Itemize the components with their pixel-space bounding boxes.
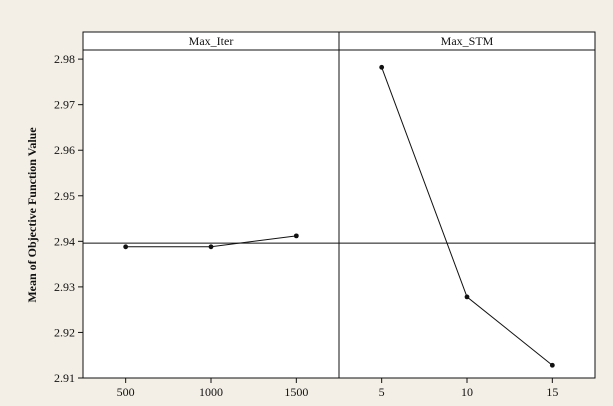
y-tick-label: 2.95 bbox=[54, 189, 75, 203]
panel-title: Max_Iter bbox=[189, 34, 234, 48]
y-axis-label: Mean of Objective Function Value bbox=[25, 127, 39, 303]
data-point bbox=[293, 233, 299, 239]
panel-title: Max_STM bbox=[441, 34, 494, 48]
panel-max-stm: Max_STM 5 10 15 bbox=[338, 32, 595, 399]
x-tick-label: 5 bbox=[379, 385, 385, 399]
y-tick-label: 2.92 bbox=[54, 325, 75, 339]
data-point bbox=[379, 64, 385, 70]
data-point bbox=[549, 362, 555, 368]
x-tick-label: 500 bbox=[117, 385, 135, 399]
data-point bbox=[123, 244, 129, 250]
y-tick-label: 2.98 bbox=[54, 52, 75, 66]
y-tick-label: 2.91 bbox=[54, 371, 75, 385]
x-tick-label: 1500 bbox=[284, 385, 308, 399]
data-point bbox=[208, 244, 214, 250]
data-point bbox=[464, 294, 470, 300]
y-tick-label: 2.93 bbox=[54, 280, 75, 294]
y-tick-label: 2.96 bbox=[54, 143, 75, 157]
x-tick-label: 15 bbox=[546, 385, 558, 399]
y-tick-label: 2.94 bbox=[54, 234, 75, 248]
y-tick-label: 2.97 bbox=[54, 98, 75, 112]
x-tick-label: 10 bbox=[461, 385, 473, 399]
panel-max-iter: Max_Iter 500 1000 1500 bbox=[83, 34, 339, 399]
x-tick-label: 1000 bbox=[199, 385, 223, 399]
